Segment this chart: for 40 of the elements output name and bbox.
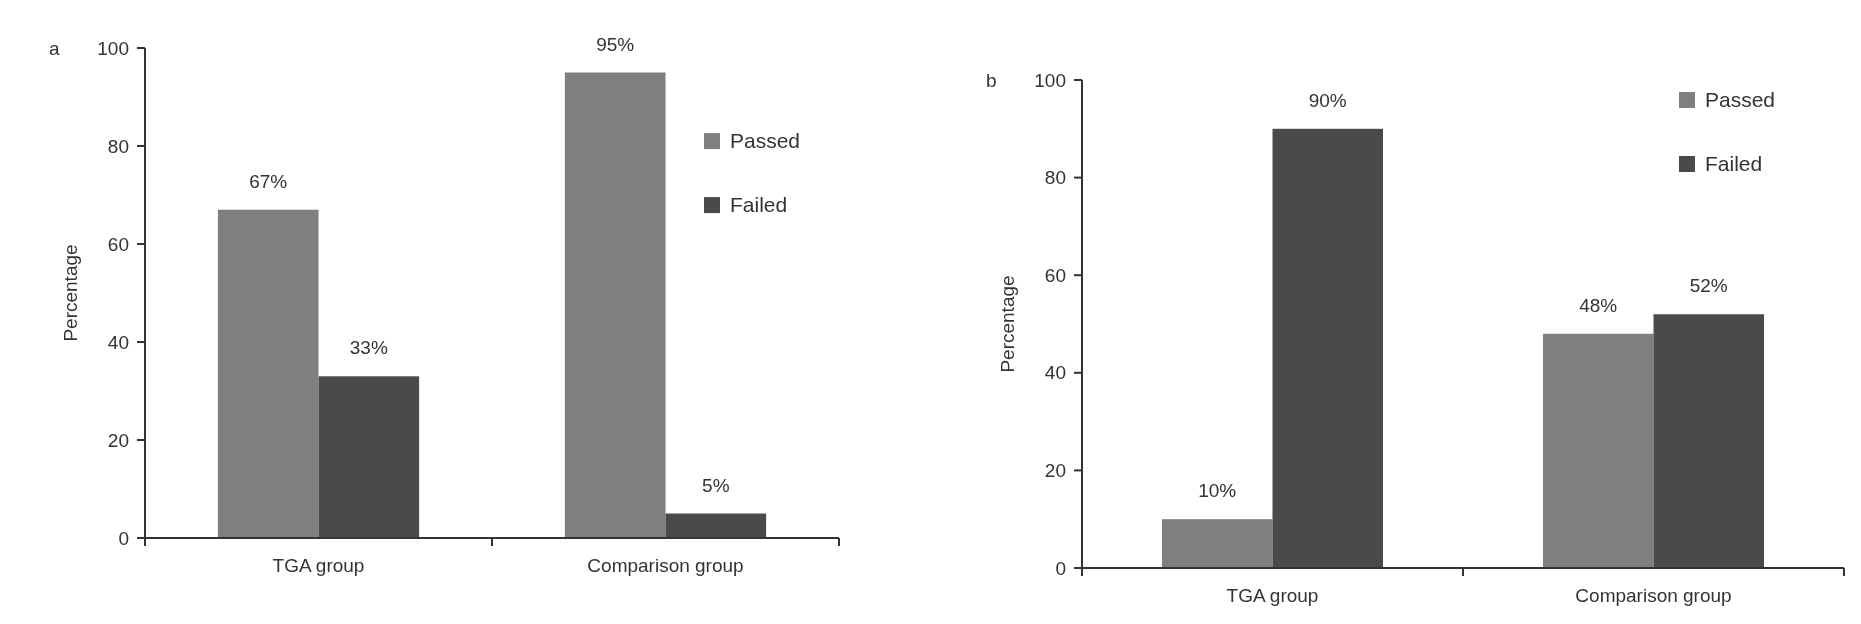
y-tick-label: 40: [107, 331, 129, 353]
y-tick-label: 20: [107, 429, 129, 451]
x-tick-label: Comparison group: [587, 555, 744, 576]
legend-label: Failed: [1705, 152, 1763, 176]
bar: [318, 376, 420, 538]
bar: [1272, 128, 1383, 568]
y-tick-label: 40: [1044, 362, 1066, 384]
y-tick-label: 20: [1044, 460, 1066, 482]
legend-label: Passed: [1705, 88, 1776, 112]
y-tick-label: 100: [97, 37, 129, 59]
bar: [1162, 519, 1273, 568]
y-tick-label: 0: [118, 527, 129, 549]
bar: [1543, 333, 1654, 568]
legend-label: Passed: [730, 129, 801, 153]
x-tick-label: TGA group: [272, 555, 365, 576]
data-label: 33%: [349, 337, 388, 359]
y-tick-label: 80: [107, 135, 129, 157]
bar: [1653, 314, 1764, 568]
y-axis-title: Percentage: [60, 244, 81, 342]
data-label: 5%: [702, 474, 730, 496]
y-tick-label: 60: [1044, 264, 1066, 286]
y-tick-label: 80: [1044, 167, 1066, 189]
x-tick-label: Comparison group: [1575, 585, 1732, 606]
y-axis-title: Percentage: [997, 275, 1018, 373]
data-label: 90%: [1308, 89, 1347, 111]
bar: [564, 72, 666, 538]
data-label: 10%: [1198, 480, 1237, 502]
data-label: 67%: [249, 170, 288, 192]
data-label: 95%: [596, 33, 635, 55]
y-tick-label: 60: [107, 233, 129, 255]
bar: [665, 513, 767, 538]
y-tick-label: 100: [1034, 69, 1066, 91]
data-label: 48%: [1579, 294, 1618, 316]
y-tick-label: 0: [1055, 557, 1066, 579]
bar: [217, 209, 319, 538]
text: a: [49, 38, 60, 59]
text: b: [986, 70, 997, 91]
legend-label: Failed: [730, 193, 788, 217]
x-tick-label: TGA group: [1226, 585, 1319, 606]
data-label: 52%: [1689, 275, 1728, 297]
